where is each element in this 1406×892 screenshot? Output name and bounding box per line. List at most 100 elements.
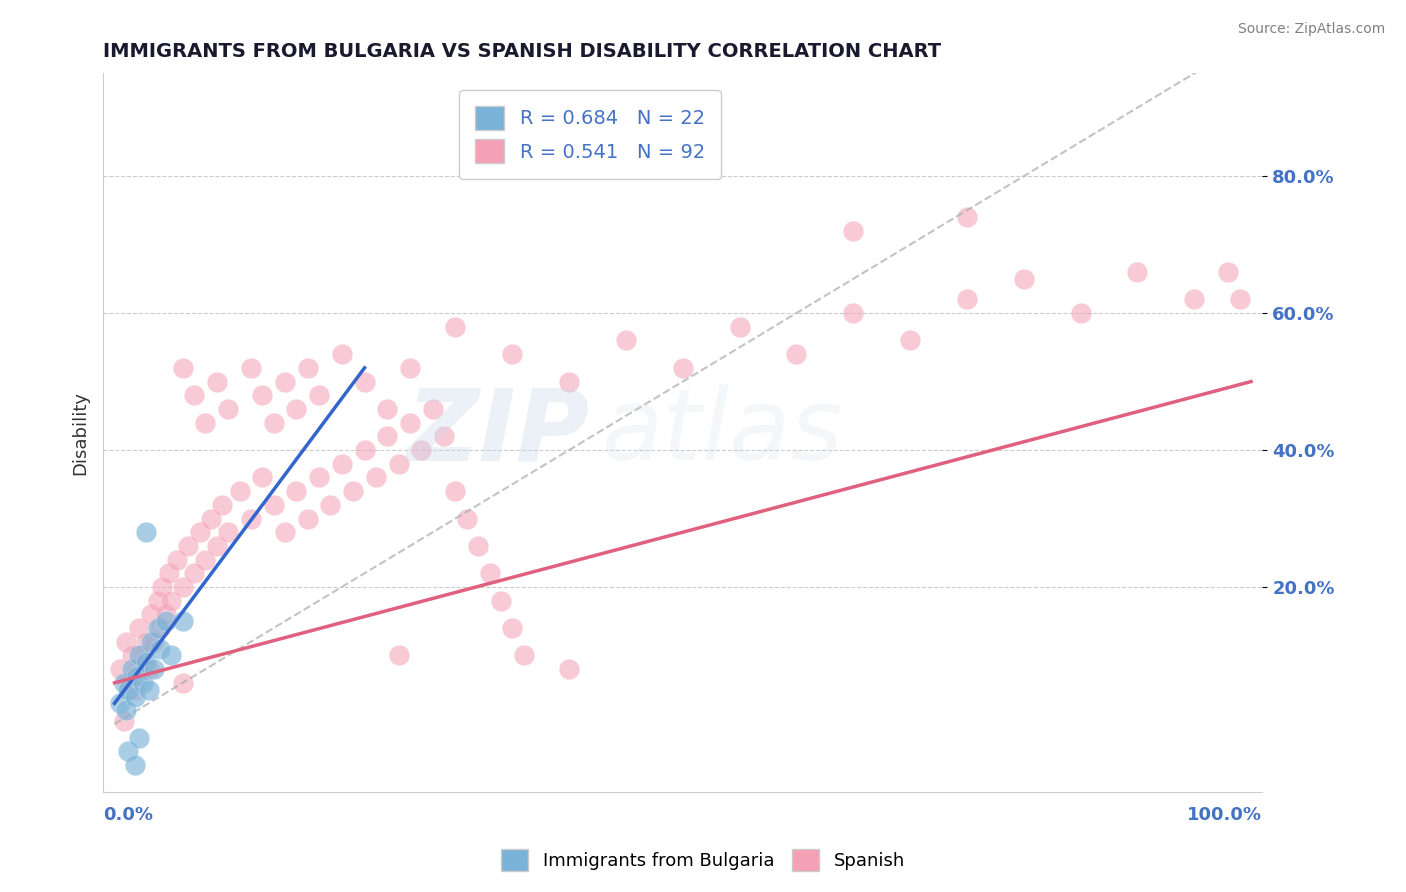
Point — [252, 388, 274, 402]
Point — [353, 443, 375, 458]
Point — [512, 648, 534, 663]
Point — [274, 525, 297, 540]
Point — [501, 347, 523, 361]
Point — [672, 360, 695, 375]
Point — [155, 614, 177, 628]
Point — [108, 697, 131, 711]
Point — [117, 744, 139, 758]
Point — [157, 566, 180, 581]
Point — [308, 470, 330, 484]
Point — [183, 566, 205, 581]
Point — [422, 401, 444, 416]
Point — [364, 470, 387, 484]
Point — [956, 293, 979, 307]
Point — [205, 375, 228, 389]
Point — [1182, 293, 1205, 307]
Point — [138, 662, 160, 676]
Point — [200, 511, 222, 525]
Point — [139, 634, 162, 648]
Point — [842, 224, 865, 238]
Point — [127, 669, 149, 683]
Point — [252, 470, 274, 484]
Point — [194, 552, 217, 566]
Point — [160, 593, 183, 607]
Point — [411, 443, 433, 458]
Point — [467, 539, 489, 553]
Point — [172, 676, 194, 690]
Point — [115, 703, 138, 717]
Legend: Immigrants from Bulgaria, Spanish: Immigrants from Bulgaria, Spanish — [494, 842, 912, 879]
Point — [128, 621, 150, 635]
Point — [956, 211, 979, 225]
Point — [342, 484, 364, 499]
Point — [132, 648, 155, 663]
Point — [1070, 306, 1092, 320]
Point — [308, 388, 330, 402]
Point — [353, 375, 375, 389]
Point — [128, 731, 150, 745]
Point — [228, 484, 250, 499]
Point — [456, 511, 478, 525]
Point — [297, 360, 319, 375]
Point — [135, 634, 157, 648]
Point — [135, 525, 157, 540]
Point — [239, 511, 262, 525]
Point — [172, 614, 194, 628]
Point — [115, 634, 138, 648]
Point — [138, 682, 160, 697]
Point — [146, 621, 169, 635]
Text: ZIP: ZIP — [406, 384, 591, 482]
Point — [124, 690, 146, 704]
Point — [274, 375, 297, 389]
Point — [842, 306, 865, 320]
Point — [117, 676, 139, 690]
Point — [239, 360, 262, 375]
Legend: R = 0.684   N = 22, R = 0.541   N = 92: R = 0.684 N = 22, R = 0.541 N = 92 — [460, 90, 720, 178]
Point — [399, 416, 422, 430]
Point — [1218, 265, 1240, 279]
Point — [166, 552, 188, 566]
Point — [177, 539, 200, 553]
Point — [263, 498, 285, 512]
Point — [149, 621, 172, 635]
Point — [388, 457, 411, 471]
Point — [1012, 272, 1035, 286]
Point — [149, 641, 172, 656]
Point — [188, 525, 211, 540]
Point — [150, 580, 173, 594]
Point — [172, 580, 194, 594]
Point — [285, 484, 308, 499]
Point — [121, 648, 143, 663]
Point — [135, 655, 157, 669]
Point — [478, 566, 501, 581]
Point — [127, 662, 149, 676]
Point — [1126, 265, 1149, 279]
Point — [444, 319, 467, 334]
Point — [444, 484, 467, 499]
Point — [489, 593, 512, 607]
Point — [1229, 293, 1251, 307]
Point — [143, 634, 166, 648]
Point — [501, 621, 523, 635]
Point — [139, 607, 162, 622]
Point — [433, 429, 456, 443]
Point — [614, 334, 637, 348]
Point — [132, 676, 155, 690]
Point — [330, 347, 353, 361]
Point — [112, 714, 135, 728]
Point — [121, 662, 143, 676]
Point — [205, 539, 228, 553]
Y-axis label: Disability: Disability — [72, 391, 89, 475]
Point — [194, 416, 217, 430]
Point — [117, 682, 139, 697]
Point — [263, 416, 285, 430]
Text: Source: ZipAtlas.com: Source: ZipAtlas.com — [1237, 22, 1385, 37]
Point — [375, 429, 398, 443]
Point — [785, 347, 807, 361]
Point — [330, 457, 353, 471]
Point — [375, 401, 398, 416]
Point — [128, 648, 150, 663]
Point — [155, 607, 177, 622]
Text: 0.0%: 0.0% — [103, 806, 153, 824]
Point — [319, 498, 342, 512]
